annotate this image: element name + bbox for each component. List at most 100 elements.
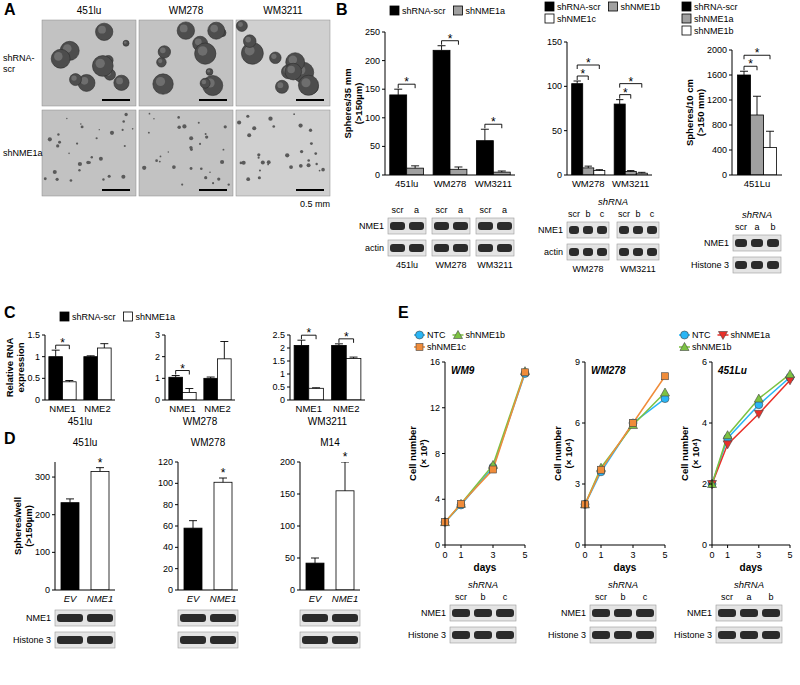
significance-label: * xyxy=(628,75,633,89)
blot-row-label: NME1 xyxy=(359,221,384,231)
cell xyxy=(321,168,325,172)
point xyxy=(458,500,465,507)
blot-band xyxy=(332,614,358,622)
significance-label: * xyxy=(491,115,496,129)
y-axis xyxy=(165,335,166,400)
cell xyxy=(68,153,70,155)
significance-label: * xyxy=(580,67,585,81)
series-line xyxy=(445,373,525,522)
category-label: NME1 xyxy=(87,593,113,604)
error-bar xyxy=(207,377,215,378)
x-tick-label: 3 xyxy=(490,550,495,560)
error-bar xyxy=(297,340,305,345)
x-axis xyxy=(712,545,790,546)
y-axis-label: Cell number xyxy=(552,426,563,481)
y-tick xyxy=(582,423,585,424)
error-bar xyxy=(312,387,320,389)
error-bar xyxy=(638,172,645,174)
sphere xyxy=(236,20,247,31)
blot-strip xyxy=(178,632,238,648)
blot-strip xyxy=(476,218,514,234)
y-axis-label: expression xyxy=(15,342,26,392)
y-tick-label: 300 xyxy=(35,472,50,482)
lane-label: scr xyxy=(618,209,630,219)
error-bar xyxy=(481,129,489,140)
y-axis-label: (× 10⁴) xyxy=(690,439,701,469)
legend-swatch xyxy=(609,2,618,11)
cell xyxy=(78,169,80,171)
lane-label: a xyxy=(502,205,507,215)
legend-label: shRNA-scr xyxy=(694,2,738,12)
point xyxy=(521,369,529,377)
x-tick-label: 5 xyxy=(522,550,527,560)
bar xyxy=(751,115,764,175)
cell xyxy=(217,177,220,180)
x-tick xyxy=(601,545,602,548)
sphere xyxy=(195,43,216,64)
sphere xyxy=(275,80,288,93)
y-tick-label: 0 xyxy=(557,170,562,180)
blot-band xyxy=(474,609,492,617)
blot-band xyxy=(87,636,113,644)
blot-band xyxy=(647,248,657,256)
error-bar xyxy=(498,171,506,172)
y-tick xyxy=(297,526,300,527)
significance-label: * xyxy=(306,326,311,340)
sphere-highlight xyxy=(160,48,166,54)
blot-strip xyxy=(450,627,516,643)
bar xyxy=(61,503,79,590)
cell xyxy=(124,145,126,147)
x-tick xyxy=(461,545,462,548)
bar xyxy=(309,388,324,400)
blot-band xyxy=(592,631,610,639)
blot-strip xyxy=(432,240,470,256)
group-label: 451lu xyxy=(396,260,418,270)
sphere xyxy=(270,52,282,64)
blot-band xyxy=(762,609,780,617)
error-bar xyxy=(65,381,73,382)
blot-header: shRNA xyxy=(742,209,772,220)
blot-row-label: Histone 3 xyxy=(691,260,729,270)
x-tick xyxy=(727,545,728,548)
scale-bar xyxy=(199,99,227,101)
y-tick xyxy=(162,356,165,357)
micrograph-bg xyxy=(139,110,233,196)
y-tick-label: 1200 xyxy=(707,95,727,105)
cell xyxy=(242,161,246,165)
blot-band xyxy=(636,609,654,617)
sphere xyxy=(206,68,213,75)
cell xyxy=(190,167,193,170)
x-axis xyxy=(732,175,782,176)
figure: ABCDE451luWM278WM3211shRNA-scrshNME1a0.5… xyxy=(0,0,800,685)
micrograph xyxy=(139,110,233,196)
legend-label: NTC xyxy=(427,330,446,340)
cell xyxy=(261,160,265,164)
y-tick-label: 4 xyxy=(435,494,440,504)
lane-label: b xyxy=(768,592,773,602)
blot-row-label: NME1 xyxy=(561,608,586,618)
y-tick xyxy=(287,361,290,362)
x-axis-label: WM278 xyxy=(183,416,218,427)
significance-label: * xyxy=(98,456,103,470)
lane-label: scr xyxy=(595,592,607,602)
blot-band xyxy=(180,614,206,622)
series-line xyxy=(712,374,790,484)
sphere-highlight xyxy=(96,59,105,68)
point xyxy=(490,466,497,473)
cell xyxy=(285,153,289,157)
cell xyxy=(96,137,98,139)
error-bar xyxy=(753,96,761,115)
y-tick-label: 800 xyxy=(712,120,727,130)
blot-band xyxy=(751,239,763,247)
blot-band xyxy=(497,222,512,230)
blot-strip xyxy=(567,244,609,260)
y-tick xyxy=(42,356,45,357)
bar xyxy=(63,382,77,400)
western-blot: scrabshRNANME1Histone 3 xyxy=(674,579,782,643)
error-bar xyxy=(616,100,623,104)
sphere-highlight xyxy=(238,22,243,27)
y-tick xyxy=(52,590,55,591)
cell xyxy=(58,141,61,144)
cell xyxy=(99,129,100,130)
column-label: 451lu xyxy=(77,5,101,16)
